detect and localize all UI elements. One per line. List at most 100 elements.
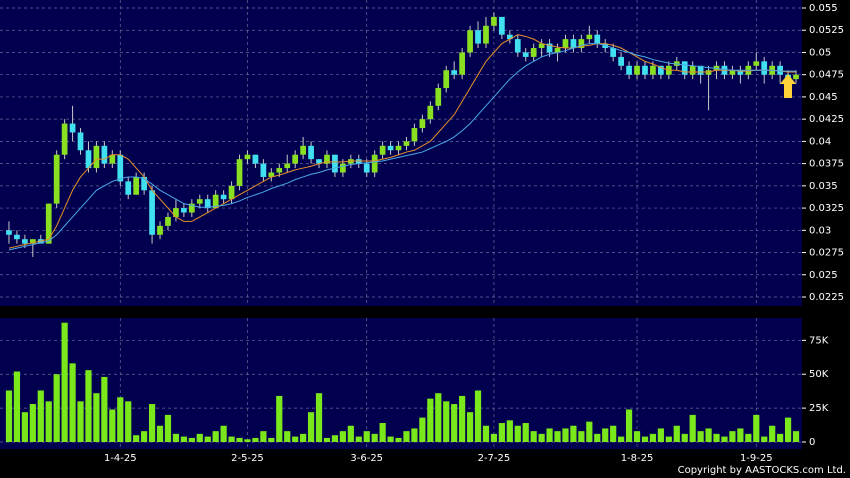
volume-bar — [506, 420, 513, 442]
candle-body — [483, 25, 489, 44]
candle-body — [793, 74, 799, 80]
volume-bar — [411, 428, 418, 442]
volume-bar — [204, 436, 211, 442]
candle-body — [467, 30, 473, 53]
volume-bar — [45, 401, 52, 442]
volume-bar — [284, 431, 291, 442]
candle-body — [475, 30, 481, 44]
volume-bar — [29, 404, 36, 442]
volume-bar — [673, 425, 680, 442]
candle-body — [499, 16, 505, 35]
volume-bar — [562, 428, 569, 442]
volume-bar — [586, 421, 593, 442]
y-tick-label: 0 — [809, 437, 815, 448]
candle-body — [125, 181, 132, 195]
x-tick-label: 1-9-25 — [740, 453, 773, 464]
candle-body — [101, 145, 108, 164]
volume-bar — [657, 428, 664, 442]
volume-bar — [347, 425, 354, 442]
volume-bar — [395, 437, 402, 442]
candle-body — [69, 123, 76, 133]
volume-bar — [522, 423, 529, 442]
volume-bar — [93, 393, 100, 442]
candle-body — [379, 145, 386, 155]
candle-body — [212, 194, 219, 209]
x-tick-label: 1-8-25 — [621, 453, 654, 464]
candle-body — [14, 234, 20, 240]
candle-body — [324, 154, 330, 164]
volume-bar — [697, 431, 704, 442]
candle-body — [204, 199, 211, 209]
volume-bar — [578, 431, 585, 442]
volume-bar — [546, 428, 553, 442]
candle-body — [761, 61, 768, 75]
candle-body — [737, 70, 744, 75]
candle-body — [45, 203, 52, 244]
volume-bar — [602, 428, 609, 442]
candle-body — [586, 34, 593, 40]
volume-bar — [85, 370, 92, 442]
candle-body — [689, 65, 696, 75]
candle-body — [53, 154, 60, 204]
volume-bar — [792, 431, 800, 442]
x-tick-label: 3-6-25 — [350, 453, 383, 464]
volume-bar — [196, 433, 203, 442]
candle-body — [642, 65, 648, 75]
y-tick-label: 75K — [809, 335, 829, 346]
x-tick-label: 2-5-25 — [231, 453, 264, 464]
y-tick-label: 0.0275 — [809, 248, 844, 259]
x-tick-label: 1-4-25 — [104, 453, 137, 464]
candle-body — [546, 43, 553, 53]
volume-bar — [236, 437, 243, 442]
candle-body — [777, 65, 783, 75]
candle-body — [634, 65, 640, 75]
volume-bar — [443, 401, 450, 442]
candle-body — [650, 65, 656, 75]
candle-body — [308, 145, 314, 160]
y-tick-label: 50K — [809, 369, 829, 380]
candle-body — [753, 61, 760, 66]
volume-bar — [761, 436, 768, 442]
volume-bar — [21, 412, 28, 442]
volume-bar — [339, 431, 346, 442]
volume-bar — [713, 433, 720, 442]
candle-body — [29, 239, 36, 244]
volume-bar — [133, 435, 140, 442]
volume-bar — [665, 436, 672, 442]
volume-bar — [641, 436, 649, 442]
volume-bar — [220, 425, 227, 442]
candle-body — [173, 208, 179, 217]
volume-bar — [745, 433, 752, 442]
volume-bar — [117, 397, 124, 442]
x-tick-label: 2-7-25 — [478, 453, 511, 464]
volume-bar — [188, 437, 195, 442]
y-tick-label: 0.0425 — [809, 114, 844, 125]
volume-bar — [125, 401, 132, 442]
volume-bar — [594, 433, 601, 442]
volume-bar — [77, 401, 84, 442]
volume-bar — [69, 363, 76, 442]
candle-body — [403, 141, 410, 146]
volume-bar — [729, 431, 736, 442]
volume-bar — [252, 437, 259, 442]
copyright: Copyright by AASTOCKS.com Ltd. — [678, 465, 846, 476]
candle-body — [93, 145, 100, 169]
candle-body — [530, 48, 537, 57]
candle-body — [77, 132, 84, 151]
volume-bar — [307, 412, 315, 442]
candle-body — [427, 105, 434, 120]
candle-body — [658, 65, 664, 75]
last-price-arrow — [780, 74, 796, 98]
volume-bar — [538, 433, 545, 442]
volume-bar — [228, 436, 235, 442]
volume-bar — [268, 437, 275, 442]
volume-bar — [474, 390, 482, 442]
candle-body — [387, 145, 394, 151]
volume-bar — [371, 433, 378, 442]
volume-bar — [427, 398, 434, 442]
candle-body — [316, 159, 322, 164]
candle-body — [562, 39, 569, 49]
candle-body — [85, 150, 92, 169]
volume-bar — [156, 425, 164, 442]
volume-bar — [172, 433, 180, 442]
